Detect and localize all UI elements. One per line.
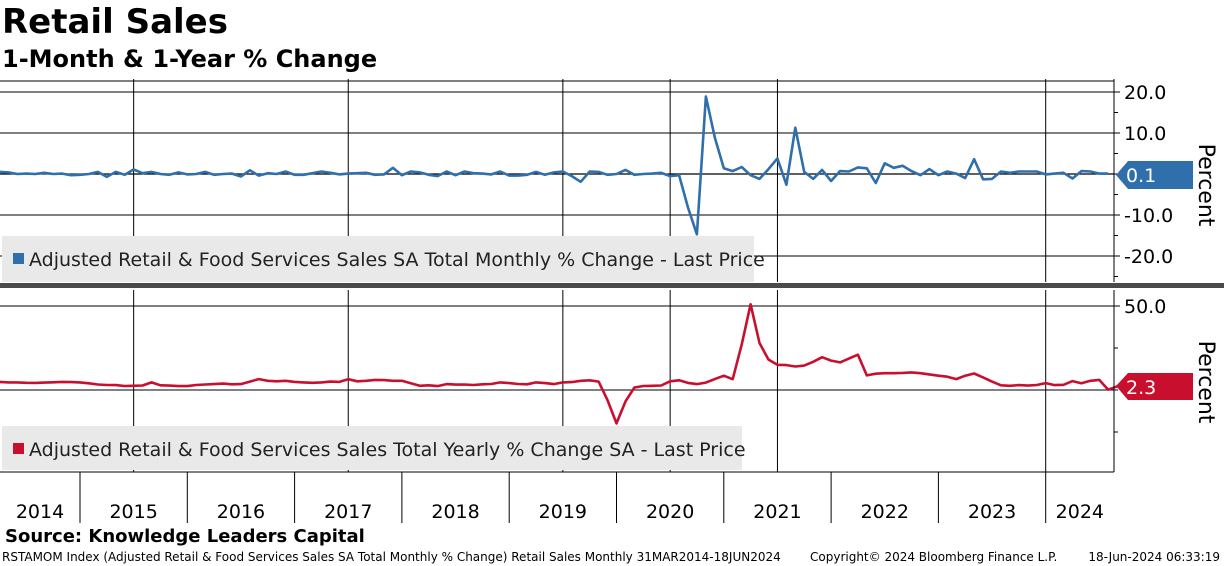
ytick-label-bottom-0: 50.0 bbox=[1124, 296, 1166, 318]
legend-monthly-box bbox=[2, 236, 754, 282]
legend-monthly: Adjusted Retail & Food Services Sales SA… bbox=[2, 236, 765, 282]
legend-monthly-label: Adjusted Retail & Food Services Sales SA… bbox=[29, 249, 765, 271]
x-tick-label-2022: 2022 bbox=[861, 501, 909, 523]
x-tick-label-2024: 2024 bbox=[1056, 501, 1104, 523]
legend-yearly: Adjusted Retail & Food Services Sales To… bbox=[2, 426, 746, 470]
last-value-badge-yearly-shape bbox=[1116, 373, 1193, 400]
chart-subtitle: 1-Month & 1-Year % Change bbox=[2, 45, 378, 73]
x-tick-label-2018: 2018 bbox=[431, 501, 479, 523]
last-value-badge-monthly: 0.1 bbox=[1116, 161, 1193, 189]
y-axis-title-bottom: Percent bbox=[1193, 341, 1218, 424]
ytick-label-top-0: 20.0 bbox=[1124, 82, 1166, 104]
x-tick-label-2019: 2019 bbox=[539, 501, 587, 523]
last-value-badge-yearly-text: 2.3 bbox=[1126, 377, 1156, 399]
footer-description: RSTAMOM Index (Adjusted Retail & Food Se… bbox=[2, 550, 781, 564]
legend-monthly-swatch bbox=[13, 253, 24, 264]
series-line-monthly bbox=[0, 95, 1109, 236]
legend-yearly-label: Adjusted Retail & Food Services Sales To… bbox=[29, 439, 746, 461]
x-tick-label-2015: 2015 bbox=[109, 501, 157, 523]
series-line-yearly bbox=[0, 303, 1154, 425]
last-value-badge-monthly-shape bbox=[1116, 161, 1193, 189]
line-layer bbox=[0, 95, 1154, 425]
panel-separator bbox=[0, 283, 1224, 288]
y-axis-title-top: Percent bbox=[1193, 144, 1218, 227]
ytick-label-top-4: -20.0 bbox=[1124, 246, 1173, 268]
ytick-label-top-1: 10.0 bbox=[1124, 123, 1166, 145]
legend-yearly-box bbox=[2, 426, 742, 470]
x-tick-label-2023: 2023 bbox=[968, 501, 1016, 523]
footer-timestamp: 18-Jun-2024 06:33:19 bbox=[1088, 550, 1220, 564]
ytick-label-top-3: -10.0 bbox=[1124, 205, 1173, 227]
x-tick-label-2014: 2014 bbox=[16, 501, 64, 523]
chart-title: Retail Sales bbox=[2, 2, 228, 42]
x-tick-label-2017: 2017 bbox=[324, 501, 372, 523]
last-value-badge-yearly: 2.3 bbox=[1116, 373, 1193, 400]
x-tick-label-2016: 2016 bbox=[217, 501, 265, 523]
source-note: Source: Knowledge Leaders Capital bbox=[5, 526, 365, 547]
x-tick-label-2021: 2021 bbox=[753, 501, 801, 523]
x-tick-label-2020: 2020 bbox=[646, 501, 694, 523]
legend-yearly-swatch bbox=[13, 443, 24, 454]
axis-layer: 20.0 10.0 -10.0 -20.0 50.0 2014 2015 2016 2017 20… bbox=[0, 79, 1224, 523]
footer-copyright: Copyright© 2024 Bloomberg Finance L.P. bbox=[810, 550, 1058, 564]
last-value-badge-monthly-text: 0.1 bbox=[1126, 165, 1156, 187]
